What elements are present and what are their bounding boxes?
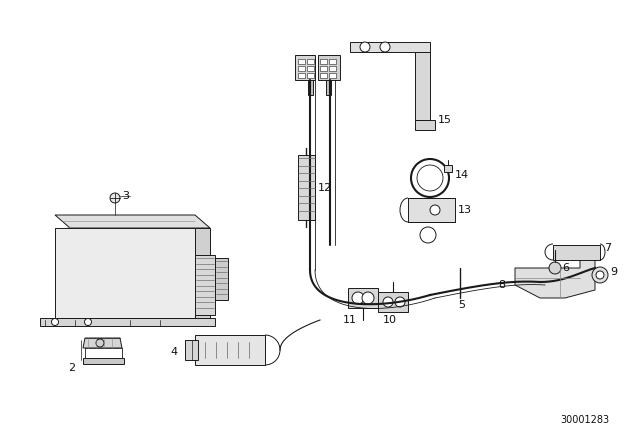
Polygon shape	[40, 318, 215, 326]
Polygon shape	[195, 255, 215, 315]
Bar	[307, 66, 314, 71]
Circle shape	[592, 267, 608, 283]
Text: 7: 7	[604, 243, 611, 253]
Text: 14: 14	[455, 170, 469, 180]
Bar	[307, 73, 314, 78]
Text: 3: 3	[122, 191, 129, 201]
Text: 11: 11	[343, 315, 357, 325]
Polygon shape	[415, 120, 435, 130]
Circle shape	[549, 262, 561, 274]
Polygon shape	[215, 258, 228, 300]
Polygon shape	[83, 338, 122, 348]
Text: 9: 9	[610, 267, 617, 277]
Circle shape	[352, 292, 364, 304]
Polygon shape	[308, 80, 313, 95]
Text: 15: 15	[438, 115, 452, 125]
Text: 8: 8	[498, 280, 505, 290]
Polygon shape	[326, 80, 331, 95]
Polygon shape	[415, 52, 430, 120]
Polygon shape	[378, 292, 408, 312]
Bar	[329, 66, 336, 71]
Circle shape	[420, 227, 436, 243]
Polygon shape	[295, 55, 315, 80]
Polygon shape	[553, 245, 600, 260]
Circle shape	[395, 297, 405, 307]
Bar	[298, 73, 305, 78]
Polygon shape	[348, 288, 378, 308]
Polygon shape	[318, 55, 340, 80]
Polygon shape	[195, 335, 265, 365]
Circle shape	[51, 319, 58, 326]
Text: 4: 4	[171, 347, 178, 357]
Polygon shape	[55, 215, 210, 228]
Text: 10: 10	[383, 315, 397, 325]
Bar	[298, 66, 305, 71]
Text: 6: 6	[562, 263, 569, 273]
Bar	[320, 73, 327, 78]
Circle shape	[383, 297, 393, 307]
Circle shape	[362, 292, 374, 304]
Circle shape	[96, 339, 104, 347]
Polygon shape	[444, 165, 452, 172]
Polygon shape	[515, 260, 595, 298]
Bar	[329, 73, 336, 78]
Text: 13: 13	[458, 205, 472, 215]
Circle shape	[84, 319, 92, 326]
Bar	[320, 59, 327, 64]
Bar	[320, 66, 327, 71]
Polygon shape	[185, 340, 198, 360]
Text: 12: 12	[318, 183, 332, 193]
Polygon shape	[408, 198, 455, 222]
Circle shape	[380, 42, 390, 52]
Bar	[329, 59, 336, 64]
Polygon shape	[83, 358, 124, 364]
Circle shape	[596, 271, 604, 279]
Bar	[298, 59, 305, 64]
Circle shape	[430, 205, 440, 215]
Circle shape	[110, 193, 120, 203]
Text: 5: 5	[458, 300, 465, 310]
Polygon shape	[298, 155, 315, 220]
Circle shape	[360, 42, 370, 52]
Polygon shape	[195, 228, 210, 318]
Text: 2: 2	[68, 363, 75, 373]
Polygon shape	[55, 228, 195, 318]
Bar	[307, 59, 314, 64]
Text: 30001283: 30001283	[560, 415, 609, 425]
Polygon shape	[350, 42, 430, 52]
